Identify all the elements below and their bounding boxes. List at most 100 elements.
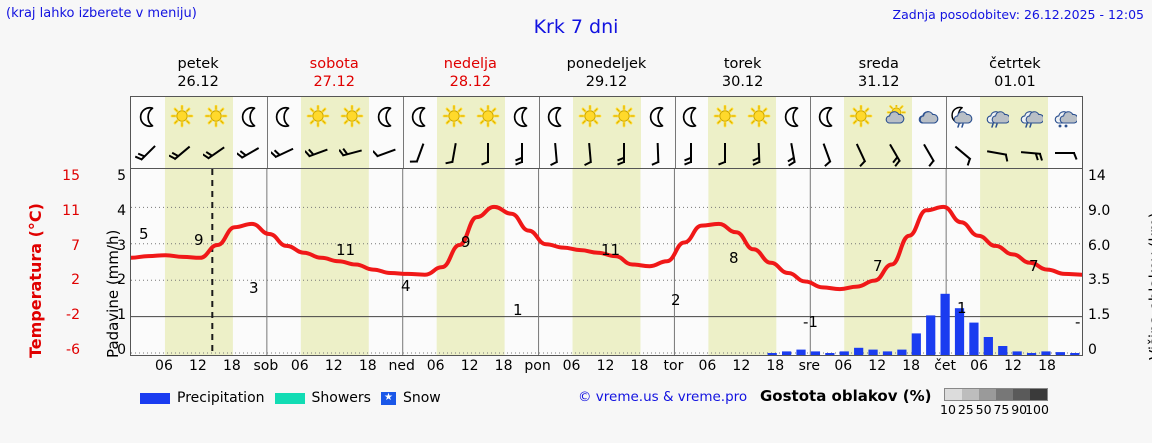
precipitation-tick-4: 1 bbox=[117, 307, 126, 324]
cloud-density-scale-labels: 10 25 50 75 90 100 bbox=[938, 402, 1058, 418]
cloud-rain-icon bbox=[980, 97, 1015, 137]
wind-barb bbox=[980, 137, 1015, 168]
day-date: 30.12 bbox=[721, 74, 764, 90]
sun-icon bbox=[198, 97, 233, 137]
x-tick-5: 12 bbox=[324, 358, 343, 374]
cloud-density-tick-4: 90 bbox=[1011, 402, 1028, 417]
wind-barb bbox=[369, 137, 403, 168]
day-name: četrtek bbox=[989, 56, 1041, 72]
wind-barb bbox=[131, 137, 165, 168]
moon-icon bbox=[810, 97, 844, 137]
wind-barb bbox=[266, 137, 301, 168]
x-tick-17: 12 bbox=[732, 358, 751, 374]
cloud-density-step-2 bbox=[979, 389, 996, 400]
cloud-density-legend-title: Gostota oblakov (%) bbox=[760, 387, 932, 405]
wind-barb bbox=[505, 137, 539, 168]
cloud-snow-icon bbox=[1048, 97, 1082, 137]
wind-barb bbox=[198, 137, 233, 168]
precipitation-axis-ticks: 5 4 3 2 1 0 bbox=[100, 168, 126, 360]
x-tick-23: čet bbox=[934, 358, 957, 374]
precipitation-legend: Precipitation Showers ★ Snow bbox=[140, 388, 441, 408]
sun-icon bbox=[708, 97, 743, 137]
wind-barb bbox=[606, 137, 641, 168]
snow-swatch-star-icon: ★ bbox=[380, 391, 396, 405]
temperature-extreme-label: 11 bbox=[601, 241, 620, 259]
temperature-tick-5: -6 bbox=[66, 342, 80, 358]
temperature-extreme-label: 11 bbox=[336, 241, 355, 259]
cloud-height-tick-0: 14 bbox=[1088, 168, 1106, 184]
wind-barb bbox=[233, 137, 267, 168]
legend-item-snow: ★ Snow bbox=[380, 390, 441, 406]
x-tick-3: sob bbox=[253, 358, 279, 374]
last-update-label: Zadnja posodobitev: 26.12.2025 - 12:05 bbox=[892, 7, 1144, 22]
x-tick-10: 18 bbox=[494, 358, 513, 374]
wind-barb bbox=[1048, 137, 1082, 168]
temperature-extreme-label: 7 bbox=[1029, 257, 1039, 275]
x-tick-2: 18 bbox=[222, 358, 241, 374]
cloud-density-step-5 bbox=[1030, 389, 1047, 400]
cloud-density-tick-2: 50 bbox=[975, 402, 992, 417]
legend-item-showers: Showers bbox=[274, 390, 371, 406]
temperature-axis-title: Temperatura (°C) bbox=[6, 170, 45, 360]
cloud-height-axis-title: Višina oblakov (km) bbox=[1126, 168, 1152, 360]
x-tick-4: 06 bbox=[290, 358, 309, 374]
wind-barb bbox=[912, 137, 946, 168]
temperature-extreme-label: 9 bbox=[461, 233, 471, 251]
x-tick-26: 18 bbox=[1038, 358, 1056, 374]
day-header-4: torek 30.12 bbox=[675, 55, 811, 93]
cloud-density-step-3 bbox=[996, 389, 1013, 400]
x-tick-6: 18 bbox=[358, 358, 377, 374]
cloud-height-axis-title-text: Višina oblakov (km) bbox=[1146, 212, 1152, 360]
temperature-extreme-label: 7 bbox=[873, 257, 883, 275]
cloud-density-tick-1: 25 bbox=[957, 402, 974, 417]
temperature-extreme-label: 2 bbox=[671, 291, 681, 309]
wind-barb bbox=[946, 137, 980, 168]
moon-icon bbox=[402, 97, 437, 137]
sun-icon bbox=[470, 97, 505, 137]
wind-barb bbox=[776, 137, 810, 168]
day-date: 29.12 bbox=[585, 74, 628, 90]
temperature-extreme-label: 8 bbox=[729, 249, 739, 267]
precipitation-tick-0: 5 bbox=[117, 168, 126, 184]
x-tick-7: ned bbox=[388, 358, 415, 374]
day-name: nedelja bbox=[443, 56, 497, 72]
wind-barb bbox=[844, 137, 879, 168]
moon-icon bbox=[131, 97, 165, 137]
x-tick-21: 12 bbox=[868, 358, 887, 374]
cloud-density-step-4 bbox=[1013, 389, 1030, 400]
moon-icon bbox=[538, 97, 573, 137]
cloud-density-tick-0: 10 bbox=[940, 402, 956, 417]
temperature-extreme-label: -1 bbox=[1075, 313, 1082, 331]
cloud-density-step-0 bbox=[945, 389, 962, 400]
weather-icon-panel bbox=[130, 96, 1083, 168]
precipitation-tick-1: 4 bbox=[117, 202, 126, 219]
location-menu-note[interactable]: (kraj lahko izberete v meniju) bbox=[6, 6, 197, 21]
x-tick-15: tor bbox=[663, 358, 684, 374]
cloud-height-tick-2: 6.0 bbox=[1088, 237, 1111, 254]
x-tick-9: 12 bbox=[460, 358, 479, 374]
sun-icon bbox=[844, 97, 879, 137]
cloud-density-step-1 bbox=[962, 389, 979, 400]
temperature-tick-1: 11 bbox=[62, 202, 80, 219]
sun-cloud-icon bbox=[878, 97, 913, 137]
x-tick-18: 18 bbox=[766, 358, 785, 374]
wind-barb-row bbox=[131, 137, 1082, 168]
cloud-density-tick-5: 100 bbox=[1025, 402, 1049, 417]
moon-icon bbox=[505, 97, 539, 137]
legend-label-showers: Showers bbox=[311, 390, 371, 406]
x-tick-16: 06 bbox=[698, 358, 717, 374]
legend-label-precipitation: Precipitation bbox=[177, 390, 265, 406]
wind-barb bbox=[470, 137, 505, 168]
day-name: sreda bbox=[858, 56, 899, 72]
sun-icon bbox=[572, 97, 607, 137]
day-date: 01.01 bbox=[994, 74, 1036, 90]
copyright-label[interactable]: © vreme.us & vreme.pro bbox=[578, 389, 748, 405]
x-tick-22: 18 bbox=[902, 358, 921, 374]
cloud-density-color-scale bbox=[944, 388, 1048, 401]
temperature-tick-4: -2 bbox=[66, 307, 80, 324]
x-tick-24: 06 bbox=[970, 358, 989, 374]
wind-barb bbox=[641, 137, 675, 168]
day-header-6: četrtek 01.01 bbox=[947, 55, 1083, 93]
legend-label-snow: Snow bbox=[402, 390, 441, 406]
